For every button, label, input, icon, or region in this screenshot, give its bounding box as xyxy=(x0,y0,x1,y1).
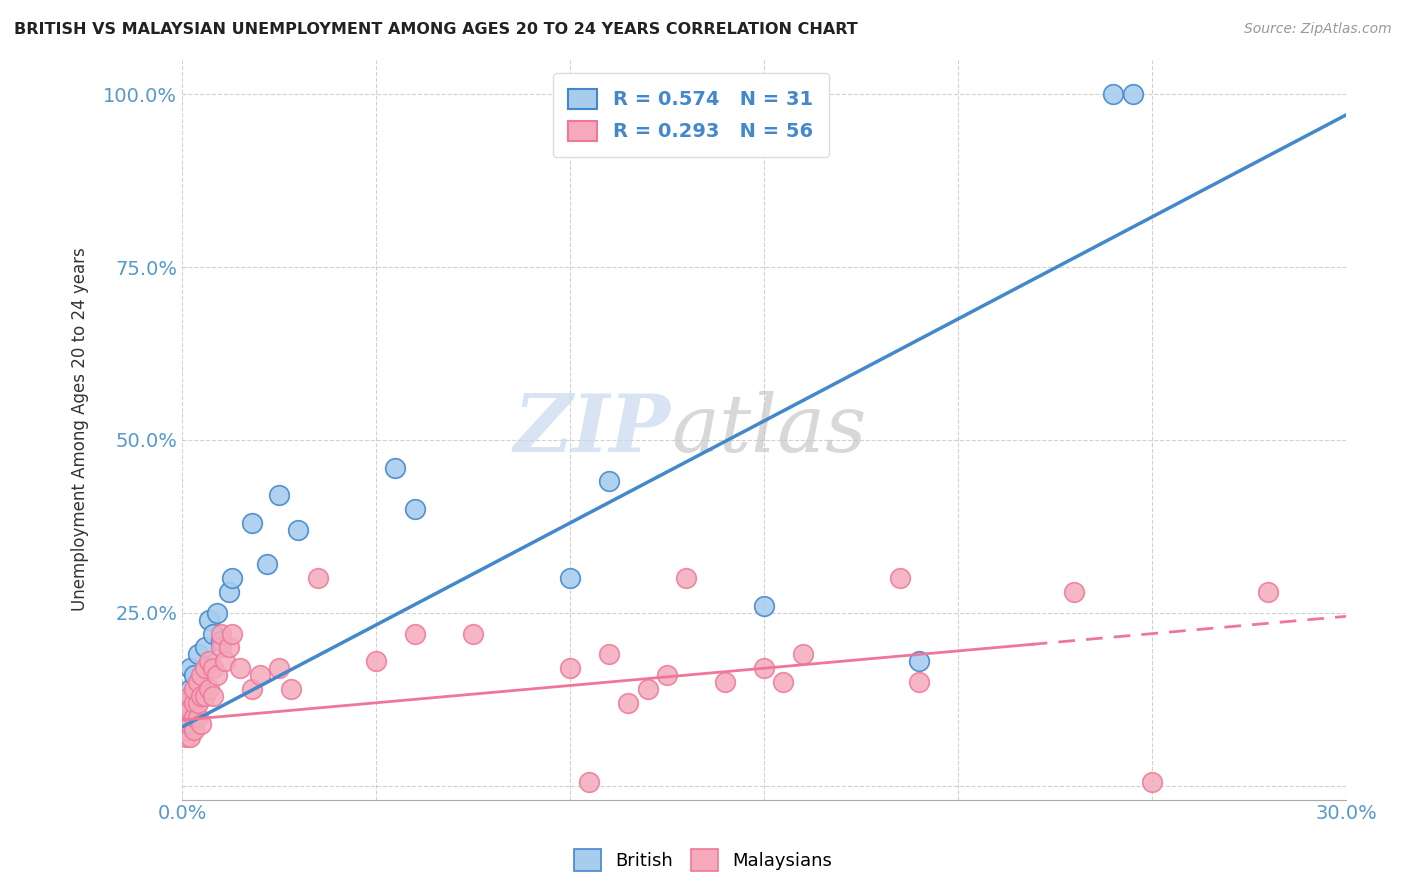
Point xyxy=(256,558,278,572)
Point xyxy=(174,716,197,731)
Point xyxy=(267,661,290,675)
Point xyxy=(209,633,232,648)
Point xyxy=(190,689,212,703)
Point xyxy=(194,661,217,675)
Point xyxy=(221,571,243,585)
Point xyxy=(174,696,197,710)
Point xyxy=(908,675,931,690)
Point xyxy=(792,648,814,662)
Point xyxy=(179,681,201,696)
Point xyxy=(772,675,794,690)
Point xyxy=(287,523,309,537)
Point xyxy=(179,689,201,703)
Point xyxy=(218,585,240,599)
Point xyxy=(179,716,201,731)
Point xyxy=(186,648,208,662)
Point xyxy=(202,626,225,640)
Point xyxy=(249,668,271,682)
Point xyxy=(194,640,217,655)
Point xyxy=(174,716,197,731)
Point xyxy=(174,709,197,723)
Point xyxy=(384,460,406,475)
Point xyxy=(179,696,201,710)
Point xyxy=(461,626,484,640)
Point xyxy=(240,516,263,530)
Point xyxy=(194,689,217,703)
Point xyxy=(675,571,697,585)
Point xyxy=(637,681,659,696)
Point xyxy=(578,775,600,789)
Point xyxy=(364,654,387,668)
Point xyxy=(186,675,208,690)
Point xyxy=(183,689,205,703)
Point xyxy=(908,654,931,668)
Point xyxy=(558,661,581,675)
Point xyxy=(202,661,225,675)
Point xyxy=(186,696,208,710)
Legend: R = 0.574   N = 31, R = 0.293   N = 56: R = 0.574 N = 31, R = 0.293 N = 56 xyxy=(553,73,828,157)
Point xyxy=(280,681,302,696)
Point xyxy=(752,599,775,613)
Point xyxy=(186,709,208,723)
Text: BRITISH VS MALAYSIAN UNEMPLOYMENT AMONG AGES 20 TO 24 YEARS CORRELATION CHART: BRITISH VS MALAYSIAN UNEMPLOYMENT AMONG … xyxy=(14,22,858,37)
Point xyxy=(183,696,205,710)
Point xyxy=(1122,87,1144,102)
Point xyxy=(558,571,581,585)
Point xyxy=(183,723,205,738)
Point xyxy=(617,696,640,710)
Point xyxy=(190,668,212,682)
Point xyxy=(1063,585,1085,599)
Point xyxy=(1257,585,1279,599)
Point xyxy=(198,681,221,696)
Text: ZIP: ZIP xyxy=(515,391,671,468)
Point xyxy=(714,675,737,690)
Point xyxy=(179,709,201,723)
Point xyxy=(183,668,205,682)
Point xyxy=(174,723,197,738)
Point xyxy=(198,613,221,627)
Point xyxy=(221,626,243,640)
Point xyxy=(174,731,197,745)
Point xyxy=(190,716,212,731)
Point xyxy=(174,703,197,717)
Legend: British, Malaysians: British, Malaysians xyxy=(567,842,839,879)
Point xyxy=(179,731,201,745)
Point xyxy=(179,703,201,717)
Point xyxy=(404,626,426,640)
Point xyxy=(183,709,205,723)
Point xyxy=(240,681,263,696)
Text: Source: ZipAtlas.com: Source: ZipAtlas.com xyxy=(1244,22,1392,37)
Point xyxy=(404,502,426,516)
Point xyxy=(198,654,221,668)
Text: atlas: atlas xyxy=(671,391,866,468)
Y-axis label: Unemployment Among Ages 20 to 24 years: Unemployment Among Ages 20 to 24 years xyxy=(72,248,89,612)
Point xyxy=(183,709,205,723)
Point xyxy=(889,571,911,585)
Point xyxy=(218,640,240,655)
Point xyxy=(179,661,201,675)
Point xyxy=(209,626,232,640)
Point xyxy=(202,689,225,703)
Point xyxy=(307,571,329,585)
Point xyxy=(205,668,228,682)
Point xyxy=(1102,87,1125,102)
Point xyxy=(214,654,236,668)
Point xyxy=(598,648,620,662)
Point xyxy=(205,606,228,620)
Point xyxy=(1140,775,1163,789)
Point xyxy=(752,661,775,675)
Point xyxy=(229,661,252,675)
Point xyxy=(267,488,290,502)
Point xyxy=(190,681,212,696)
Point xyxy=(655,668,678,682)
Point xyxy=(174,723,197,738)
Point xyxy=(183,681,205,696)
Point xyxy=(209,640,232,655)
Point xyxy=(598,475,620,489)
